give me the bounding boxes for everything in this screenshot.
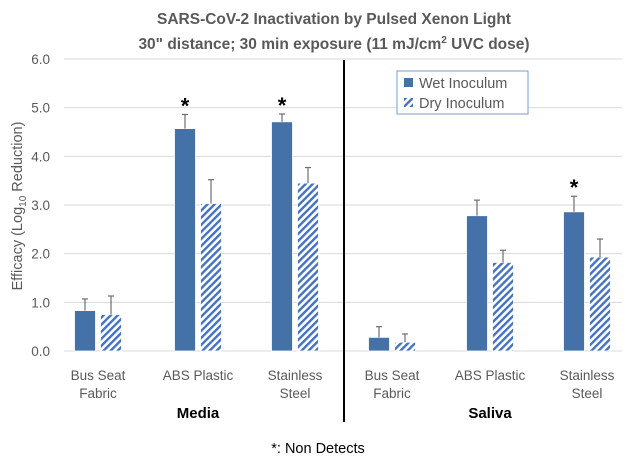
category-label: Stainless [268,368,323,383]
category-label: Bus Seat [365,368,420,383]
y-tick-label: 3.0 [31,198,50,213]
bar-wet-inoculum [466,215,488,352]
category-label: Bus Seat [71,368,126,383]
category-label-line2: Steel [572,386,603,401]
bar-dry-inoculum [297,182,319,352]
bar-dry-inoculum [394,341,416,352]
y-tick-label: 0.0 [31,344,50,359]
legend-swatch-dry [404,98,413,107]
bar-wet-inoculum [271,121,293,352]
bars: * * * [74,93,611,352]
bar-wet-inoculum [563,211,585,352]
category-label: ABS Plastic [163,368,234,383]
bar-dry-inoculum [492,262,514,352]
y-tick-label: 1.0 [31,295,50,310]
non-detect-marker: * [570,175,579,200]
y-tick-label: 4.0 [31,149,50,164]
legend-label-wet: Wet Inoculum [419,76,507,92]
legend: Wet Inoculum Dry Inoculum [396,70,529,115]
bar-wet-inoculum [368,336,390,352]
y-tick-label: 2.0 [31,247,50,262]
legend-label-dry: Dry Inoculum [419,96,504,112]
bar-dry-inoculum [100,314,122,352]
legend-box [396,70,529,115]
bar-dry-inoculum [200,203,222,352]
chart-title-line1: SARS-CoV-2 Inactivation by Pulsed Xenon … [157,11,511,28]
bar-wet-inoculum [74,310,96,352]
group-label-media: Media [177,405,220,422]
y-tick-label: 6.0 [31,52,50,67]
footnote: *: Non Detects [271,441,365,457]
bar-wet-inoculum [174,128,196,352]
bar-dry-inoculum [589,256,611,352]
legend-swatch-wet [404,78,413,87]
non-detect-marker: * [278,93,287,118]
group-label-saliva: Saliva [468,405,512,422]
y-axis-label: Efficacy (Log10 Reduction) [10,122,29,291]
non-detect-marker: * [181,93,190,118]
category-label-line2: Steel [280,386,311,401]
category-label-line2: Fabric [79,386,117,401]
y-tick-labels: 0.0 1.0 2.0 3.0 4.0 5.0 6.0 [31,52,50,359]
category-label: Stainless [560,368,615,383]
y-tick-label: 5.0 [31,101,50,116]
category-label-line2: Fabric [373,386,411,401]
category-label: ABS Plastic [455,368,526,383]
category-labels: Bus Seat Fabric ABS Plastic Stainless Steel B… [71,368,615,401]
chart-title-line2: 30" distance; 30 min exposure (11 mJ/cm2… [138,35,529,53]
